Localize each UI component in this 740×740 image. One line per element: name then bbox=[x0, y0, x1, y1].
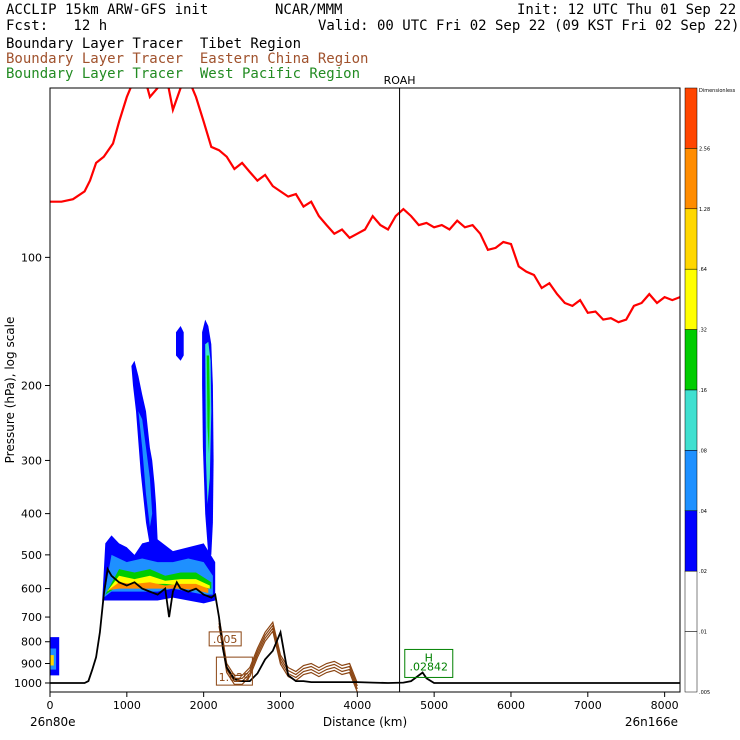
header-line2-right: Valid: 00 UTC Fri 02 Sep 22 (09 KST Fri … bbox=[318, 18, 740, 34]
tropopause-line bbox=[50, 88, 680, 324]
y-tick-label: 900 bbox=[21, 658, 42, 671]
annotation-box bbox=[215, 656, 253, 686]
colorbar-swatch bbox=[684, 450, 698, 512]
colorbar-swatch bbox=[684, 208, 698, 270]
x-tick-label: 0 bbox=[47, 699, 54, 712]
plot-frame bbox=[49, 87, 681, 693]
annotation-label: H bbox=[425, 651, 433, 664]
plume-main-orange bbox=[108, 582, 209, 594]
plume-west-low-yellow bbox=[50, 655, 54, 666]
y-tick-label: 300 bbox=[21, 454, 42, 467]
colorbar-swatch bbox=[684, 268, 698, 330]
eastern-china-tracer-contour bbox=[218, 619, 358, 687]
terrain-line bbox=[50, 566, 680, 684]
header-line1-right: Init: 12 UTC Thu 01 Sep 22 bbox=[517, 2, 737, 18]
colorbar-label: .04 bbox=[699, 509, 707, 515]
x-endpoint-right: 26n166e bbox=[625, 715, 678, 729]
annotation-box bbox=[404, 648, 454, 678]
y-tick-label: 600 bbox=[21, 583, 42, 596]
y-tick-label: 500 bbox=[21, 549, 42, 562]
y-tick-label: 200 bbox=[21, 379, 42, 392]
x-tick-label: 5000 bbox=[420, 699, 448, 712]
colorbar-swatch bbox=[684, 389, 698, 451]
header-line2-left: Fcst: 12 h bbox=[6, 18, 108, 34]
header-line1-left: ACCLIP 15km ARW-GFS init bbox=[6, 2, 209, 18]
plume-small-blob bbox=[176, 326, 184, 361]
annotation-label: .005 bbox=[213, 633, 238, 646]
tracer-tibet: Boundary Layer Tracer Tibet Region bbox=[6, 36, 302, 52]
x-endpoint-left: 26n80e bbox=[30, 715, 76, 729]
plume-main-yellow bbox=[106, 575, 210, 592]
colorbar-label: .02 bbox=[699, 569, 707, 575]
colorbar-swatch bbox=[684, 329, 698, 391]
y-tick-label: 700 bbox=[21, 611, 42, 624]
colorbar-label: .64 bbox=[699, 267, 707, 273]
x-tick-label: 8000 bbox=[651, 699, 679, 712]
colorbar-swatch bbox=[684, 148, 698, 210]
colorbar-swatch bbox=[684, 87, 698, 149]
colorbar-label: .01 bbox=[699, 630, 707, 636]
colorbar-label: 2.56 bbox=[699, 146, 710, 152]
x-tick-label: 1000 bbox=[113, 699, 141, 712]
colorbar-swatch bbox=[684, 570, 698, 632]
eastern-china-tracer-contour bbox=[218, 622, 358, 690]
x-tick-label: 3000 bbox=[266, 699, 294, 712]
annotation-box bbox=[208, 631, 242, 647]
colorbar-label: Dimensionless bbox=[699, 88, 736, 94]
eastern-china-tracer-contour bbox=[218, 616, 358, 684]
plume-tower-right-green bbox=[206, 355, 210, 455]
x-tick-label: 6000 bbox=[497, 699, 525, 712]
annotation-label: 1.029 bbox=[219, 671, 251, 684]
x-axis-label: Distance (km) bbox=[323, 715, 407, 729]
colorbar-swatch bbox=[684, 510, 698, 572]
tracer-west-pacific: Boundary Layer Tracer West Pacific Regio… bbox=[6, 66, 361, 82]
colorbar-label: .005 bbox=[699, 690, 710, 696]
tracer-eastern-china: Boundary Layer Tracer Eastern China Regi… bbox=[6, 51, 369, 67]
y-tick-label: 400 bbox=[21, 508, 42, 521]
annotation-label: .02842 bbox=[410, 661, 449, 674]
x-tick-label: 4000 bbox=[343, 699, 371, 712]
y-tick-label: 1000 bbox=[14, 677, 42, 690]
y-axis-label: Pressure (hPa), log scale bbox=[3, 317, 17, 464]
colorbar-label: .08 bbox=[699, 448, 707, 454]
colorbar-label: .16 bbox=[699, 388, 707, 394]
x-tick-label: 7000 bbox=[574, 699, 602, 712]
colorbar-label: 1.28 bbox=[699, 207, 710, 213]
colorbar-label: .32 bbox=[699, 328, 707, 334]
eastern-china-tracer-contour bbox=[218, 625, 358, 692]
y-tick-label: 100 bbox=[21, 251, 42, 264]
colorbar-swatch bbox=[684, 631, 698, 693]
x-tick-label: 2000 bbox=[190, 699, 218, 712]
plume-tower-left-lightblue bbox=[138, 411, 153, 527]
y-tick-label: 800 bbox=[21, 636, 42, 649]
station-label: ROAH bbox=[384, 74, 416, 87]
header-line1-center: NCAR/MMM bbox=[275, 2, 343, 18]
